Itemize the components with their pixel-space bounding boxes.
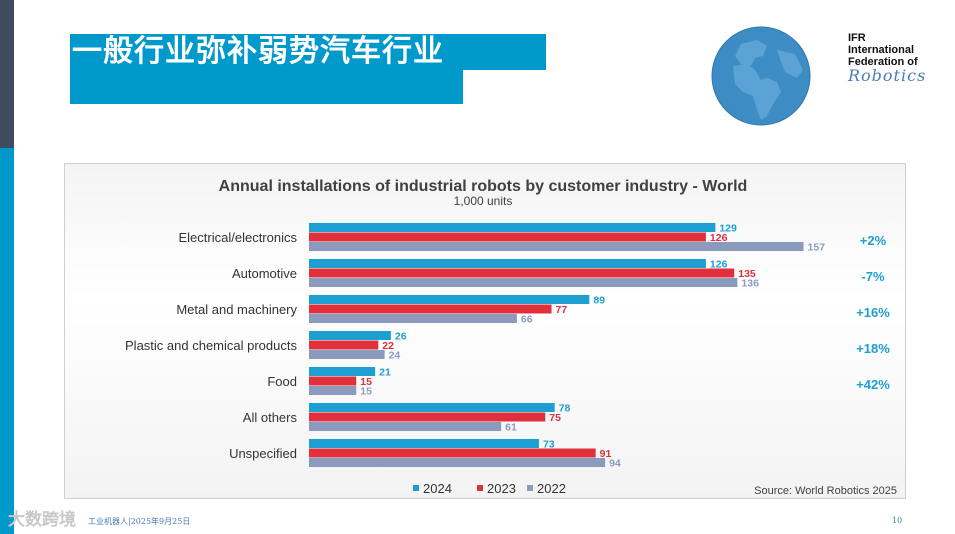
legend-swatch bbox=[413, 485, 419, 491]
bar-2023 bbox=[309, 412, 546, 422]
change-label: +16% bbox=[856, 305, 890, 320]
data-label: 61 bbox=[505, 422, 517, 434]
legend-label: 2023 bbox=[487, 481, 516, 496]
data-label: 22 bbox=[382, 340, 394, 352]
legend-label: 2022 bbox=[537, 481, 566, 496]
legend-swatch bbox=[527, 485, 533, 491]
bar-2024 bbox=[309, 439, 539, 448]
title-banner bbox=[70, 34, 546, 70]
data-label: 73 bbox=[543, 439, 555, 451]
bar-chart: Annual installations of industrial robot… bbox=[125, 178, 897, 497]
bar-2022 bbox=[309, 350, 385, 359]
bar-2022 bbox=[309, 422, 502, 431]
bar-2024 bbox=[309, 295, 590, 304]
bar-2024 bbox=[309, 403, 555, 412]
category-label: Metal and machinery bbox=[176, 302, 297, 317]
bar-2022 bbox=[309, 458, 606, 467]
data-label: 15 bbox=[360, 386, 372, 398]
category-label: Electrical/electronics bbox=[179, 230, 298, 245]
data-label: 94 bbox=[609, 458, 621, 470]
data-label: 126 bbox=[710, 259, 728, 271]
bar-2022 bbox=[309, 278, 738, 287]
legend-swatch bbox=[477, 485, 483, 491]
bar-2023 bbox=[309, 304, 552, 314]
data-label: 157 bbox=[808, 242, 826, 254]
data-label: 24 bbox=[389, 350, 401, 362]
data-label: 15 bbox=[360, 376, 372, 388]
title-banner-lower bbox=[70, 70, 463, 104]
bar-2024 bbox=[309, 223, 716, 232]
data-label: 26 bbox=[395, 331, 407, 343]
category-label: Food bbox=[267, 374, 297, 389]
chart-title: Annual installations of industrial robot… bbox=[219, 178, 748, 195]
data-label: 126 bbox=[710, 232, 728, 244]
data-label: 136 bbox=[741, 278, 759, 290]
data-label: 77 bbox=[556, 304, 568, 316]
slide-title: 一般行业弥补弱势汽车行业 bbox=[72, 34, 444, 69]
category-label: All others bbox=[243, 410, 298, 425]
data-label: 21 bbox=[379, 367, 391, 379]
change-label: +2% bbox=[860, 233, 887, 248]
bar-2022 bbox=[309, 314, 517, 323]
data-label: 75 bbox=[549, 412, 561, 424]
bar-2022 bbox=[309, 242, 804, 251]
ifr-logo: IFR International Federation of Robotics bbox=[848, 32, 927, 85]
data-label: 78 bbox=[559, 403, 571, 415]
bar-2023 bbox=[309, 232, 706, 242]
bar-2023 bbox=[309, 376, 357, 386]
change-label: -7% bbox=[861, 269, 885, 284]
bar-2022 bbox=[309, 386, 357, 395]
bar-2024 bbox=[309, 259, 706, 268]
globe-icon bbox=[711, 26, 811, 126]
footer-text: 工业机器人|2025年9月25日 bbox=[88, 517, 191, 526]
data-label: 91 bbox=[600, 448, 612, 460]
bar-2023 bbox=[309, 340, 379, 350]
bar-2024 bbox=[309, 331, 391, 340]
category-label: Automotive bbox=[232, 266, 297, 281]
data-label: 135 bbox=[738, 268, 756, 280]
legend-label: 2024 bbox=[423, 481, 452, 496]
data-label: 89 bbox=[593, 295, 605, 307]
category-label: Unspecified bbox=[229, 446, 297, 461]
watermark: 大数跨境 bbox=[8, 510, 76, 530]
data-label: 129 bbox=[719, 223, 737, 235]
data-label: 66 bbox=[521, 314, 533, 326]
left-dark-rail bbox=[0, 0, 14, 148]
chart-source: Source: World Robotics 2025 bbox=[754, 485, 897, 497]
change-label: +18% bbox=[856, 341, 890, 356]
bar-2024 bbox=[309, 367, 376, 376]
change-label: +42% bbox=[856, 377, 890, 392]
category-label: Plastic and chemical products bbox=[125, 338, 297, 353]
chart-panel: Annual installations of industrial robot… bbox=[64, 163, 906, 499]
page-number: 10 bbox=[892, 516, 903, 525]
bar-2023 bbox=[309, 448, 596, 458]
bar-2023 bbox=[309, 268, 735, 278]
chart-subtitle: 1,000 units bbox=[454, 194, 513, 208]
